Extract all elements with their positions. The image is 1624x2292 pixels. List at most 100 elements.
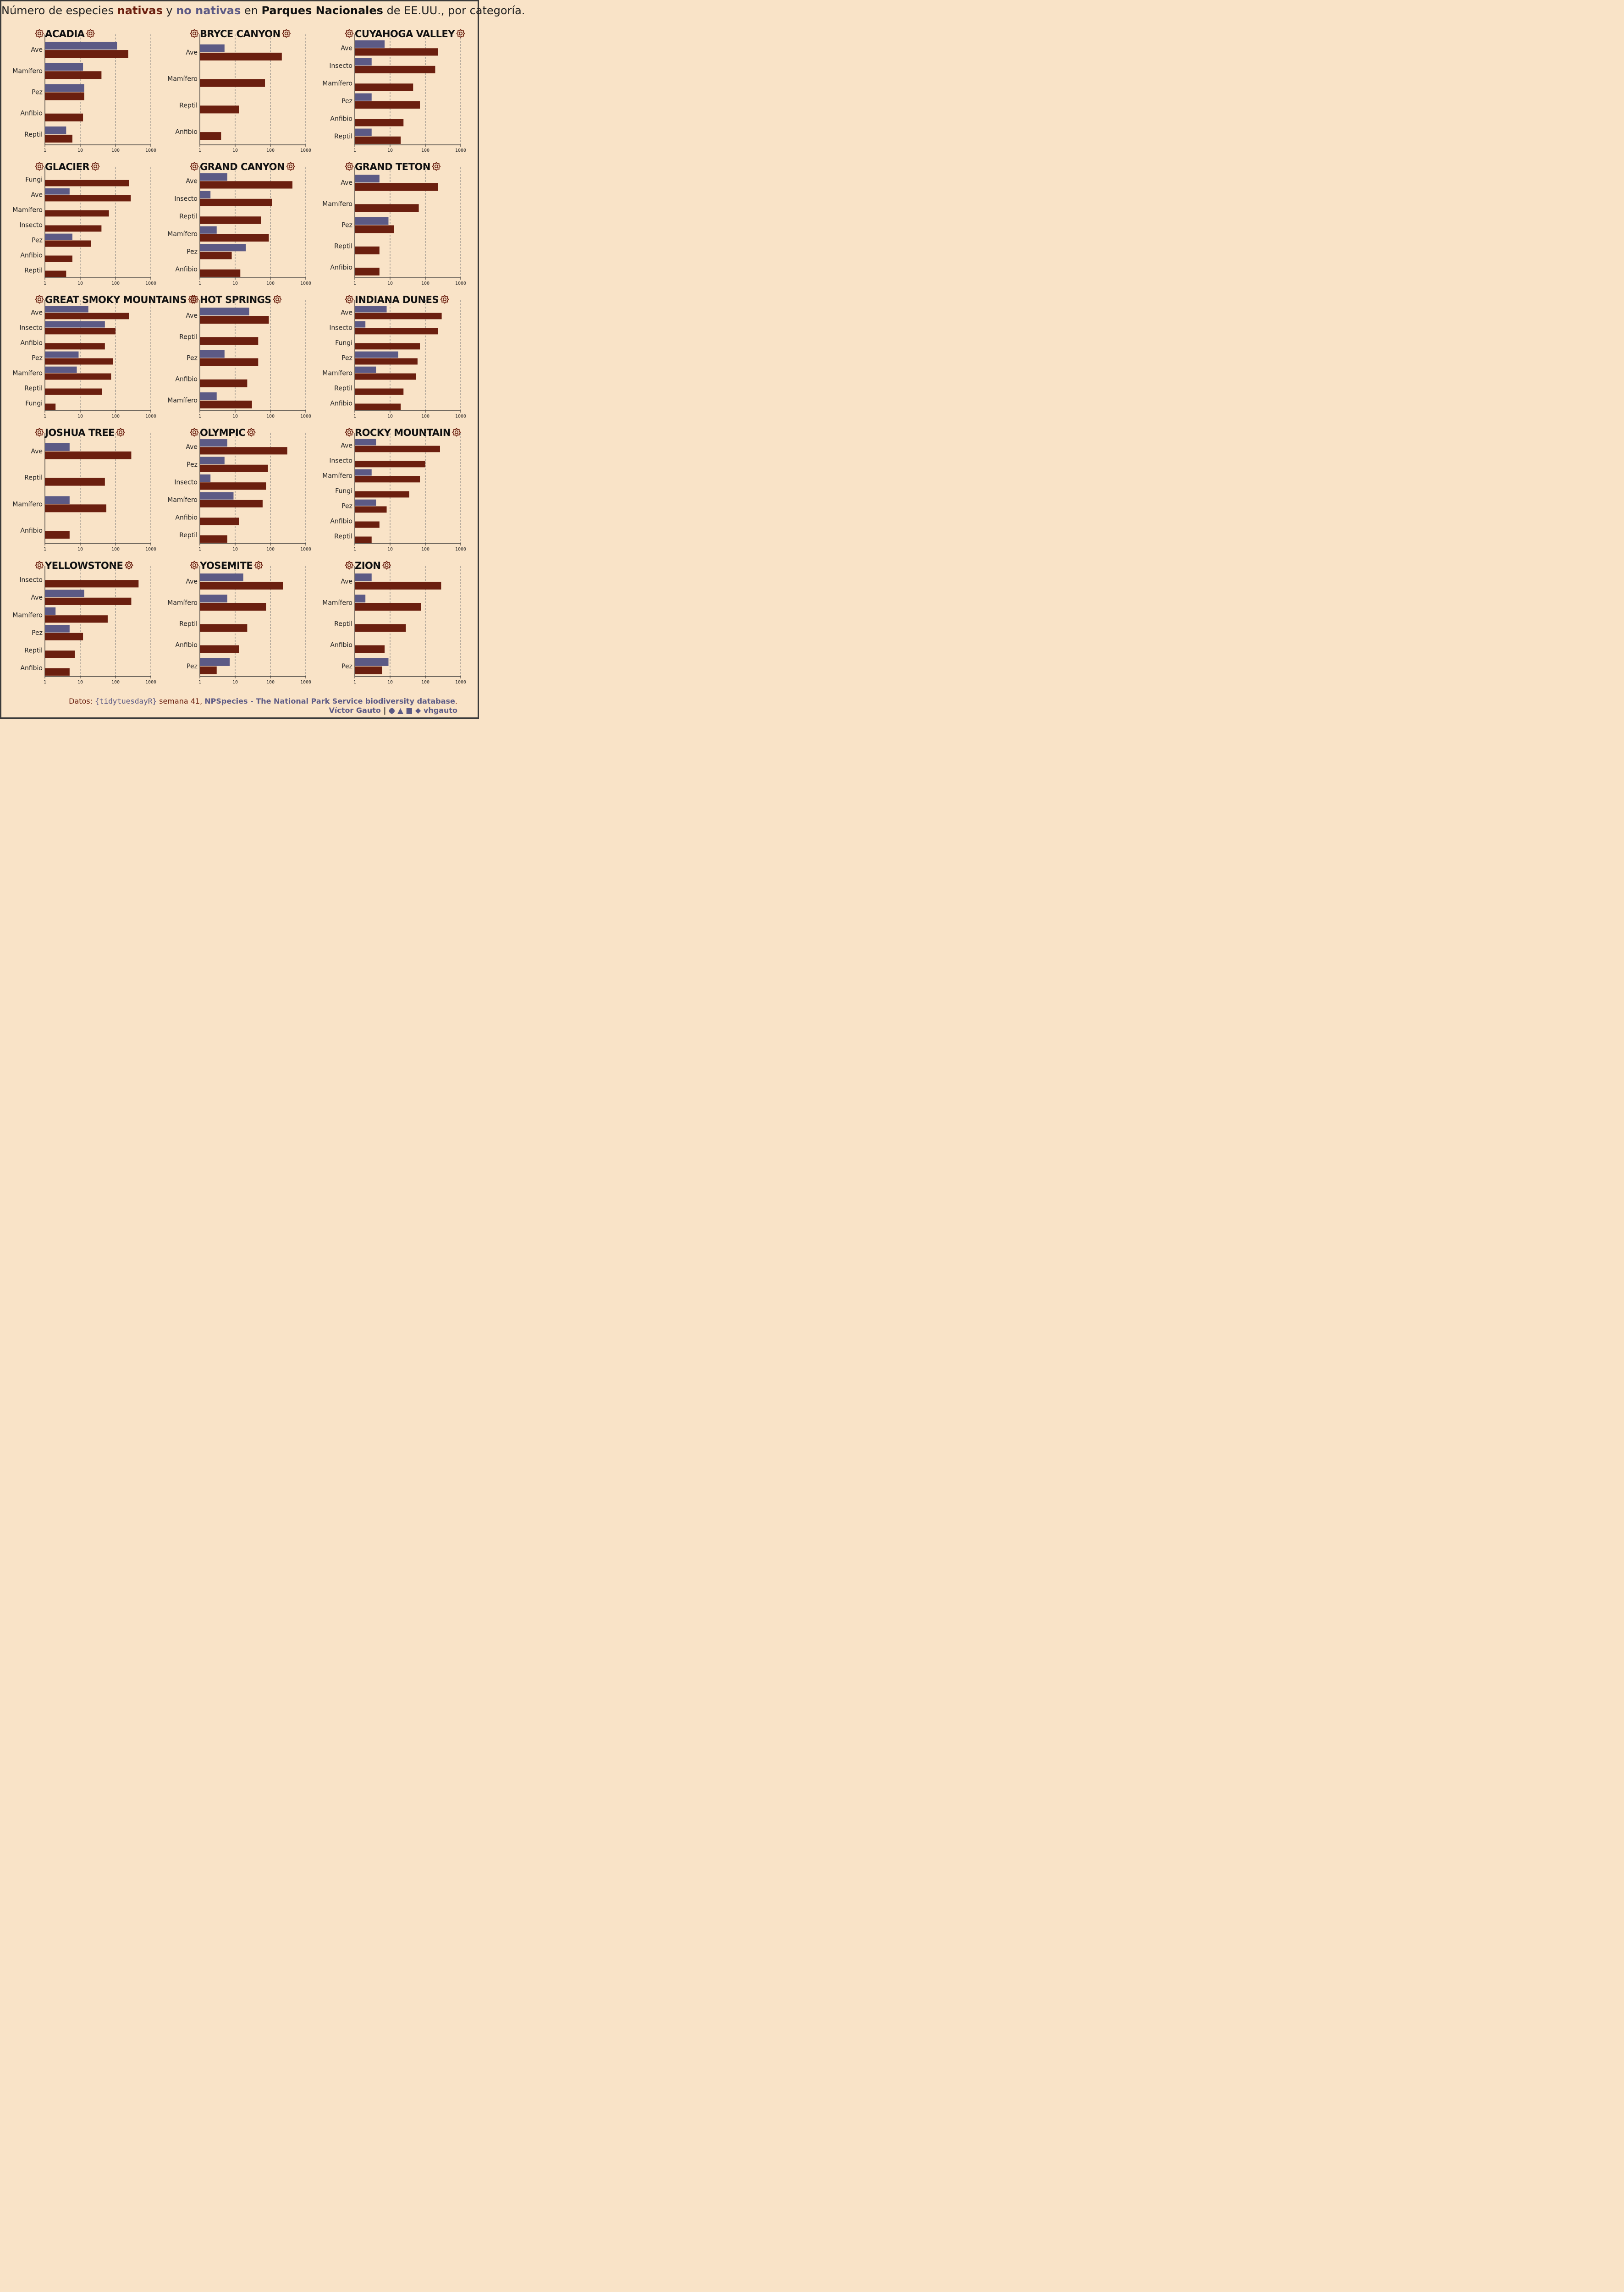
category-label: Mamífero — [167, 599, 198, 606]
page: { "title": { "part1": "Número de especie… — [0, 0, 525, 719]
x-tick-label: 1000 — [300, 414, 311, 419]
gear-icon — [247, 428, 256, 437]
category-label: Insecto — [19, 325, 43, 332]
panel-title: JOSHUA TREE — [44, 427, 115, 438]
x-tick-label: 1 — [44, 414, 46, 419]
category-label: Reptil — [334, 385, 352, 392]
gear-icon-center — [347, 32, 351, 36]
category-label: Anfibio — [175, 642, 198, 649]
x-tick-label: 1000 — [455, 281, 466, 286]
gear-icon — [35, 428, 44, 437]
bar-nonnative — [45, 366, 77, 373]
bar-native — [355, 388, 404, 395]
twitter-icon: ▲ — [397, 706, 403, 715]
bar-nonnative — [355, 321, 366, 328]
bar-native — [200, 105, 239, 114]
bar-native — [355, 666, 382, 674]
panel-title: CUYAHOGA VALLEY — [355, 28, 455, 39]
category-label: Pez — [187, 461, 198, 468]
bar-native — [355, 506, 387, 513]
small-multiples-chart: ACADIA 1 10 100 1000 Ave Mamífero Pez Anfibio Rep… — [12, 28, 466, 685]
x-tick-label: 100 — [421, 547, 429, 552]
category-label: Anfibio — [20, 340, 43, 347]
bar-native — [355, 603, 421, 611]
category-label: Anfibio — [20, 665, 43, 672]
category-label: Ave — [186, 49, 198, 56]
title-nonnative: no nativas — [176, 4, 241, 17]
bar-native — [45, 210, 109, 217]
bar-nonnative — [45, 351, 79, 358]
bar-native — [200, 316, 269, 324]
bar-nonnative — [355, 469, 372, 476]
bar-nonnative — [45, 321, 105, 328]
category-label: Ave — [186, 443, 198, 451]
gear-icon-center — [94, 164, 98, 168]
bar-nonnative — [45, 443, 70, 451]
panel-grand-teton: GRAND TETON 1 10 100 1000 Ave Mamífero Pez Repti… — [322, 161, 466, 286]
category-label: Ave — [341, 578, 352, 585]
category-label: Ave — [341, 442, 352, 450]
category-label: Mamífero — [322, 200, 352, 208]
github-icon: ● — [388, 706, 395, 715]
bar-native — [355, 461, 425, 468]
footer-tidytuesday: {tidytuesdayR} — [95, 697, 157, 705]
category-label: Mamífero — [167, 231, 198, 238]
bar-nonnative — [200, 658, 230, 666]
gear-icon-center — [249, 430, 253, 434]
gear-icon-center — [385, 563, 389, 567]
gear-icon-center — [38, 297, 42, 301]
gear-icon-center — [192, 164, 196, 168]
bar-native — [355, 446, 440, 452]
footer-author: Víctor Gauto — [329, 706, 381, 715]
panel-title: GLACIER — [45, 161, 89, 172]
x-tick-label: 100 — [111, 680, 120, 685]
x-tick-label: 10 — [232, 281, 238, 286]
category-label: Mamífero — [12, 370, 43, 377]
category-label: Pez — [187, 248, 198, 255]
bar-native — [355, 582, 441, 590]
gear-icon-center — [38, 563, 42, 567]
x-tick-label: 100 — [421, 680, 429, 685]
gear-icon — [345, 428, 354, 437]
bar-nonnative — [355, 595, 366, 603]
bar-native — [355, 403, 401, 410]
category-label: Insecto — [174, 195, 198, 203]
panel-glacier: GLACIER 1 10 100 1000 Fungi Ave Mamífero Insecto… — [12, 161, 156, 286]
footer: Datos: {tidytuesdayR} semana 41, NPSpeci… — [69, 697, 457, 715]
gear-icon — [86, 29, 95, 38]
bar-nonnative — [355, 175, 380, 183]
gear-icon-center — [127, 563, 131, 567]
bar-native — [355, 48, 438, 56]
category-label: Reptil — [334, 243, 352, 250]
bar-native — [45, 403, 56, 410]
bar-native — [45, 633, 83, 640]
gear-icon-center — [88, 32, 93, 36]
category-label: Mamífero — [12, 207, 43, 214]
x-tick-label: 1000 — [455, 547, 466, 552]
category-label: Fungi — [335, 488, 352, 495]
panel-title: OLYMPIC — [200, 427, 245, 438]
bar-native — [355, 343, 420, 350]
gear-icon-center — [192, 297, 196, 301]
gear-icon — [432, 162, 441, 171]
gear-icon — [190, 428, 199, 437]
bar-nonnative — [200, 392, 217, 400]
x-tick-label: 100 — [266, 547, 275, 552]
chart-title: Número de especies nativas y no nativas … — [1, 4, 525, 17]
title-bold: Parques Nacionales — [261, 4, 383, 17]
bar-native — [355, 358, 418, 365]
bar-native — [355, 66, 435, 73]
panel-bryce-canyon: BRYCE CANYON 1 10 100 1000 Ave Mamífero Reptil A… — [167, 28, 311, 153]
title-part1: Número de especies — [1, 4, 117, 17]
bar-native — [45, 240, 91, 247]
bar-native — [355, 328, 438, 335]
bar-nonnative — [200, 244, 246, 252]
category-label: Anfibio — [330, 400, 352, 408]
category-label: Pez — [32, 89, 43, 96]
category-label: Pez — [341, 355, 352, 362]
bar-nonnative — [355, 40, 385, 48]
gear-icon — [116, 428, 125, 437]
bar-native — [45, 668, 70, 676]
category-label: Pez — [32, 355, 43, 362]
panel-title: ROCKY MOUNTAIN — [355, 427, 451, 438]
